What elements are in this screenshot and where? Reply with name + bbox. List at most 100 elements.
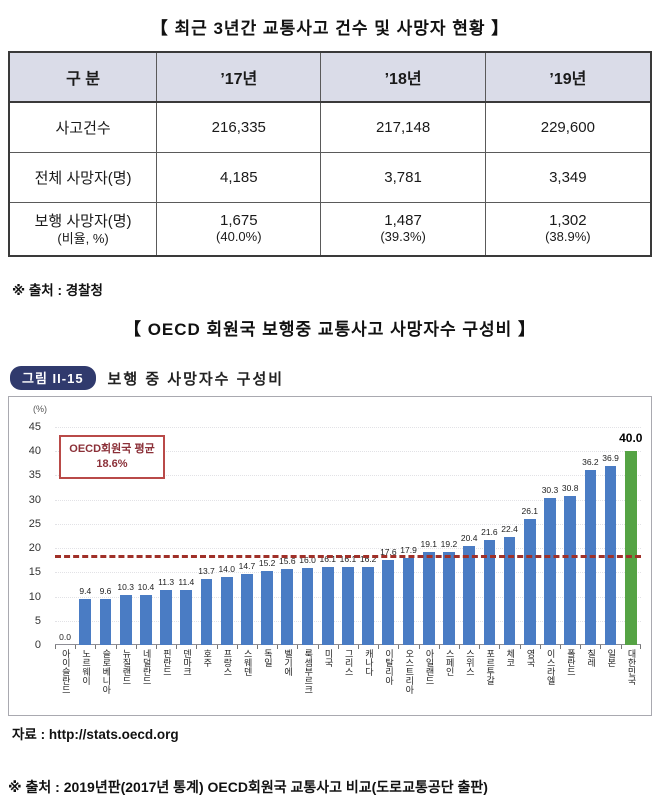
x-label-slot: 프랑스 [216,645,237,713]
x-label-slot: 포르투갈 [479,645,499,713]
bar [301,567,314,645]
bar-slot: 30.3 [540,427,560,645]
cell-sub: (39.3%) [380,229,426,245]
country-label: 핀란드 [161,649,172,676]
table-source-note: ※ 출처 : 경찰청 [12,283,103,298]
country-label: 오스트리아 [404,649,415,694]
cell-main: 1,487 [384,212,422,230]
country-label: 영국 [525,649,536,667]
bar-value-label: 17.6 [380,546,397,557]
cell-value: 3,349 [484,151,652,203]
country-label: 아이슬란드 [60,649,71,694]
accidents-table: 구 분 ’17년 ’18년 ’19년 사고건수 216,335 217,148 … [8,51,652,257]
bar-value-label: 10.4 [137,581,155,592]
average-label: OECD회원국 평균 [69,443,155,455]
bar-value-label: 13.7 [198,565,215,576]
x-label-slot: 아일랜드 [418,645,439,713]
cell-sub: (38.9%) [545,229,591,245]
row-label-sub: (비율, %) [57,231,109,247]
bar-value-label: 10.3 [117,582,134,593]
x-label-slot: 독일 [257,645,277,713]
x-label-slot: 캐나다 [358,645,378,713]
country-label: 그리스 [343,649,354,676]
bar-slot: 40.0 [619,427,642,645]
bar-slot: 22.4 [499,427,519,645]
row-label: 전체 사망자(명) [8,151,158,203]
bar-value-label: 19.2 [440,539,458,549]
country-label: 덴마크 [182,649,193,676]
col-header-2018: ’18년 [320,51,486,103]
y-tick-label: 25 [28,517,41,530]
country-label: 이스라엘 [545,649,556,685]
country-label: 스위스 [464,649,475,676]
bar-slot: 9.6 [95,427,115,645]
bar-value-label: 17.9 [400,545,417,556]
bar-highlighted [624,451,637,645]
cell-value: 217,148 [320,101,486,153]
bar [362,566,374,645]
x-label-slot: 뉴질랜드 [115,645,136,713]
x-label-slot: 벨기에 [277,645,297,713]
country-label: 호주 [202,649,213,667]
bar-value-label: 19.1 [420,539,438,550]
bar-value-label: 20.4 [460,533,478,544]
bar [261,571,273,645]
table-row: 전체 사망자(명) 4,185 3,781 3,349 [8,151,652,203]
figure-number-badge: 그림 II-15 [10,366,96,390]
cell-sub: (40.0%) [216,229,262,245]
bar-value-label: 16.1 [319,554,337,565]
x-label-slot: 체코 [499,645,519,713]
bar-value-label: 16.1 [339,554,357,565]
col-header-2017: ’17년 [156,51,322,103]
average-value: 18.6% [96,458,128,471]
country-label: 독일 [262,649,273,667]
x-label-slot: 스페인 [438,645,459,713]
bar-slot: 36.2 [580,427,600,645]
country-label: 스페인 [444,649,455,676]
x-label-slot: 스웨덴 [236,645,257,713]
bar [119,595,132,645]
bar-value-label: 9.6 [99,585,112,596]
x-axis-labels: 아이슬란드 노르웨이 슬로베니아 뉴질랜드 네덜란드 핀란드 덴마크 호주 프랑스 스웨덴 독일 벨기… [55,645,642,713]
country-label: 캐나다 [363,649,374,676]
table-row: 보행 사망자(명) (비율, %) 1,675 (40.0%) 1,487 (3… [8,201,652,257]
row-label: 보행 사망자(명) (비율, %) [8,201,158,257]
bar-slot: 14.0 [217,427,237,645]
col-header-2019: ’19년 [484,51,652,103]
table-row: 사고건수 216,335 217,148 229,600 [8,101,652,153]
bar-value-label: 11.3 [158,577,175,588]
bar-value-label: 14.0 [218,564,235,575]
bar-slot: 9.4 [75,427,95,645]
x-label-slot: 네덜란드 [135,645,156,713]
cell-value: 216,335 [156,101,322,153]
table-section-title: 【 최근 3년간 교통사고 건수 및 사망자 현황 】 [150,19,510,38]
bar [382,559,395,645]
bar-slot: 13.7 [196,427,216,645]
cell-value: 229,600 [484,101,652,153]
bar [544,498,556,645]
x-label-slot: 칠레 [580,645,600,713]
country-label: 폴란드 [565,649,576,676]
x-label-slot: 노르웨이 [75,645,95,713]
y-tick-label: 5 [34,614,41,627]
bar-chart: (%) 0 5 10 15 20 25 30 35 40 45 0.0 9.4 9.6 10.3 10.4… [8,396,652,716]
bar [140,594,152,645]
country-label: 룩셈부르크 [303,649,314,694]
x-label-slot: 대한민국 [620,645,642,713]
bar-value-label: 21.6 [481,527,498,538]
country-label: 노르웨이 [81,649,92,685]
bar-value-label: 11.4 [178,576,195,587]
bar-slot: 0.0 [55,427,75,645]
cell-value: 1,675 (40.0%) [156,201,322,257]
bar [463,546,475,645]
bar [342,567,354,645]
bar-slot: 19.2 [439,427,459,645]
y-tick-label: 20 [28,542,41,555]
x-label-slot: 아이슬란드 [55,645,75,713]
bar [281,569,294,645]
bar [241,573,253,645]
bar-value-label: 9.4 [79,586,92,597]
bar-value-label: 15.6 [279,556,296,567]
country-label: 미국 [323,649,334,667]
bar [321,567,334,645]
